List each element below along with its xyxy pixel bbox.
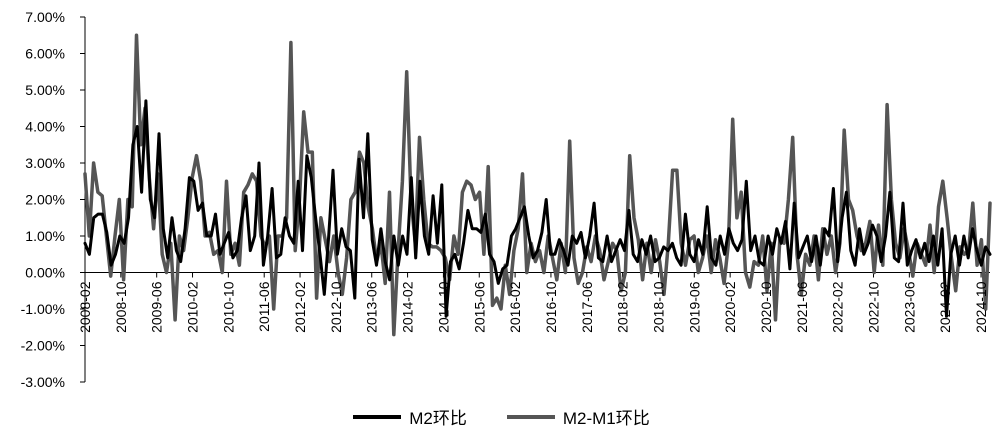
x-tick-label: 2008-02 — [77, 281, 93, 333]
y-tick-label: 3.00% — [25, 155, 65, 171]
x-tick-label: 2012-02 — [292, 281, 308, 333]
y-tick-label: 5.00% — [25, 82, 65, 98]
y-tick-label: 6.00% — [25, 46, 65, 62]
x-tick-label: 2018-02 — [615, 281, 631, 333]
series-line-m2 — [83, 99, 992, 318]
y-tick-label: 1.00% — [25, 228, 65, 244]
x-tick-label: 2022-02 — [830, 281, 846, 333]
y-tick-labels: 7.00% 6.00% 5.00% 4.00% 3.00% 2.00% 1.00% 0.00%… — [21, 9, 65, 390]
x-tick-labels: 2008-02 2008-10 2009-06 2010-02 2010-10 2011-… — [77, 281, 989, 333]
x-tick-label: 2015-06 — [471, 281, 487, 333]
x-tick-label: 2014-02 — [400, 281, 416, 333]
x-tick-label: 2024-10 — [973, 281, 989, 333]
legend-label-m2-m1: M2-M1环比 — [562, 409, 650, 428]
legend-item-m2-m1: M2-M1环比 — [506, 404, 650, 429]
x-tick-label: 2020-02 — [722, 281, 738, 333]
series-layer — [83, 33, 992, 337]
x-tick-label: 2012-10 — [328, 281, 344, 333]
x-tick-label: 2021-06 — [794, 281, 810, 333]
x-tick-label: 2010-10 — [220, 281, 236, 333]
x-tick-label: 2019-06 — [686, 281, 702, 333]
x-tick-label: 2010-02 — [185, 281, 201, 333]
x-tick-label: 2024-02 — [937, 281, 953, 333]
legend-swatch-m2-m1 — [506, 414, 555, 419]
x-tick-label: 2018-10 — [650, 281, 666, 333]
legend-swatch-m2 — [353, 414, 402, 419]
x-tick-label: 2013-06 — [364, 281, 380, 333]
y-tick-label: -1.00% — [21, 301, 65, 317]
x-tick-label: 2016-10 — [543, 281, 559, 333]
legend-item-m2: M2环比 — [353, 404, 467, 429]
y-tick-label: -3.00% — [21, 374, 65, 390]
y-tick-label: 4.00% — [25, 119, 65, 135]
legend-label-m2: M2环比 — [409, 409, 467, 428]
x-tick-label: 2011-06 — [256, 281, 272, 332]
x-tick-label: 2017-06 — [579, 281, 595, 333]
line-chart: 7.00% 6.00% 5.00% 4.00% 3.00% 2.00% 1.00% 0.00%… — [21, 9, 992, 390]
x-tick-label: 2023-06 — [901, 281, 917, 333]
legend: M2环比 M2-M1环比 — [0, 404, 1003, 429]
x-tick-label: 2009-06 — [149, 281, 165, 333]
x-tick-label: 2020-10 — [758, 281, 774, 333]
y-tick-label: 7.00% — [25, 9, 65, 25]
x-tick-label: 2022-10 — [866, 281, 882, 333]
x-tick-label: 2016-02 — [507, 281, 523, 333]
axes-layer — [80, 16, 990, 383]
y-tick-label: 2.00% — [25, 192, 65, 208]
y-tick-label: 0.00% — [25, 265, 65, 281]
x-tick-label: 2008-10 — [113, 281, 129, 333]
x-tick-label: 2014-10 — [435, 281, 451, 333]
y-tick-label: -2.00% — [21, 338, 65, 354]
